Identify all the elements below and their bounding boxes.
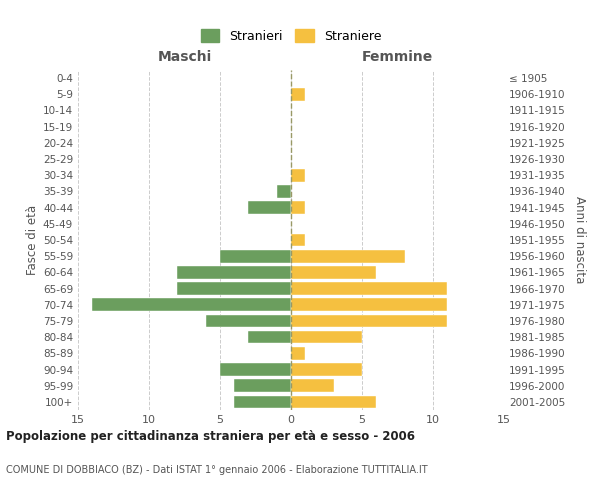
Bar	[291, 396, 376, 408]
Text: Femmine: Femmine	[362, 50, 433, 64]
Bar	[291, 282, 447, 295]
Bar	[178, 266, 291, 278]
Bar	[291, 314, 447, 328]
Bar	[291, 250, 404, 262]
Bar	[220, 363, 291, 376]
Bar	[291, 88, 305, 101]
Bar	[277, 185, 291, 198]
Bar	[248, 202, 291, 214]
Legend: Stranieri, Straniere: Stranieri, Straniere	[197, 26, 385, 46]
Bar	[291, 380, 334, 392]
Bar	[234, 380, 291, 392]
Bar	[291, 331, 362, 344]
Bar	[248, 331, 291, 344]
Text: Popolazione per cittadinanza straniera per età e sesso - 2006: Popolazione per cittadinanza straniera p…	[6, 430, 415, 443]
Bar	[291, 363, 362, 376]
Text: Maschi: Maschi	[157, 50, 212, 64]
Bar	[92, 298, 291, 311]
Bar	[291, 347, 305, 360]
Y-axis label: Fasce di età: Fasce di età	[26, 205, 39, 275]
Bar	[291, 202, 305, 214]
Bar	[291, 298, 447, 311]
Bar	[291, 169, 305, 181]
Bar	[291, 266, 376, 278]
Y-axis label: Anni di nascita: Anni di nascita	[572, 196, 586, 284]
Bar	[206, 314, 291, 328]
Bar	[234, 396, 291, 408]
Bar	[220, 250, 291, 262]
Bar	[291, 234, 305, 246]
Bar	[178, 282, 291, 295]
Text: COMUNE DI DOBBIACO (BZ) - Dati ISTAT 1° gennaio 2006 - Elaborazione TUTTITALIA.I: COMUNE DI DOBBIACO (BZ) - Dati ISTAT 1° …	[6, 465, 428, 475]
